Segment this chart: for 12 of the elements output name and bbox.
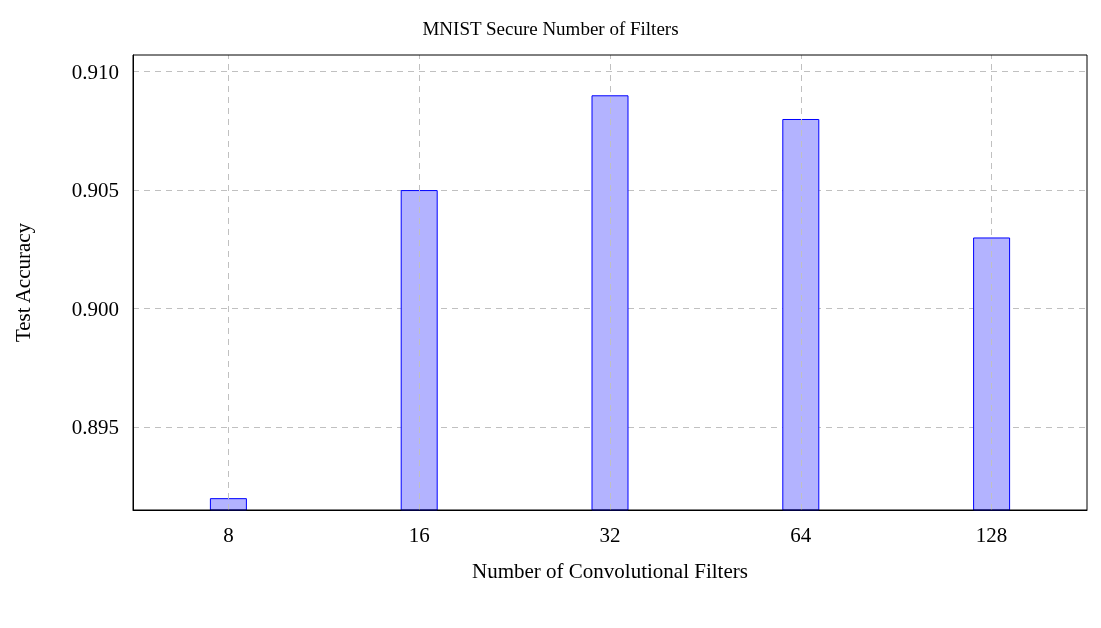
- x-tick-label: 8: [223, 522, 234, 547]
- x-tick-label: 128: [975, 522, 1008, 547]
- x-axis-title: Number of Convolutional Filters: [472, 558, 748, 583]
- chart-title: MNIST Secure Number of Filters: [422, 18, 679, 39]
- y-tick-label: 0.895: [71, 415, 119, 440]
- x-tick-label: 64: [790, 522, 812, 547]
- y-tick-label: 0.900: [71, 296, 119, 321]
- x-tick-label: 32: [599, 522, 621, 547]
- y-tick-label: 0.910: [71, 59, 119, 84]
- y-tick-label: 0.905: [71, 178, 119, 203]
- x-tick-label: 16: [408, 522, 430, 547]
- y-axis-title: Test Accuracy: [10, 222, 35, 343]
